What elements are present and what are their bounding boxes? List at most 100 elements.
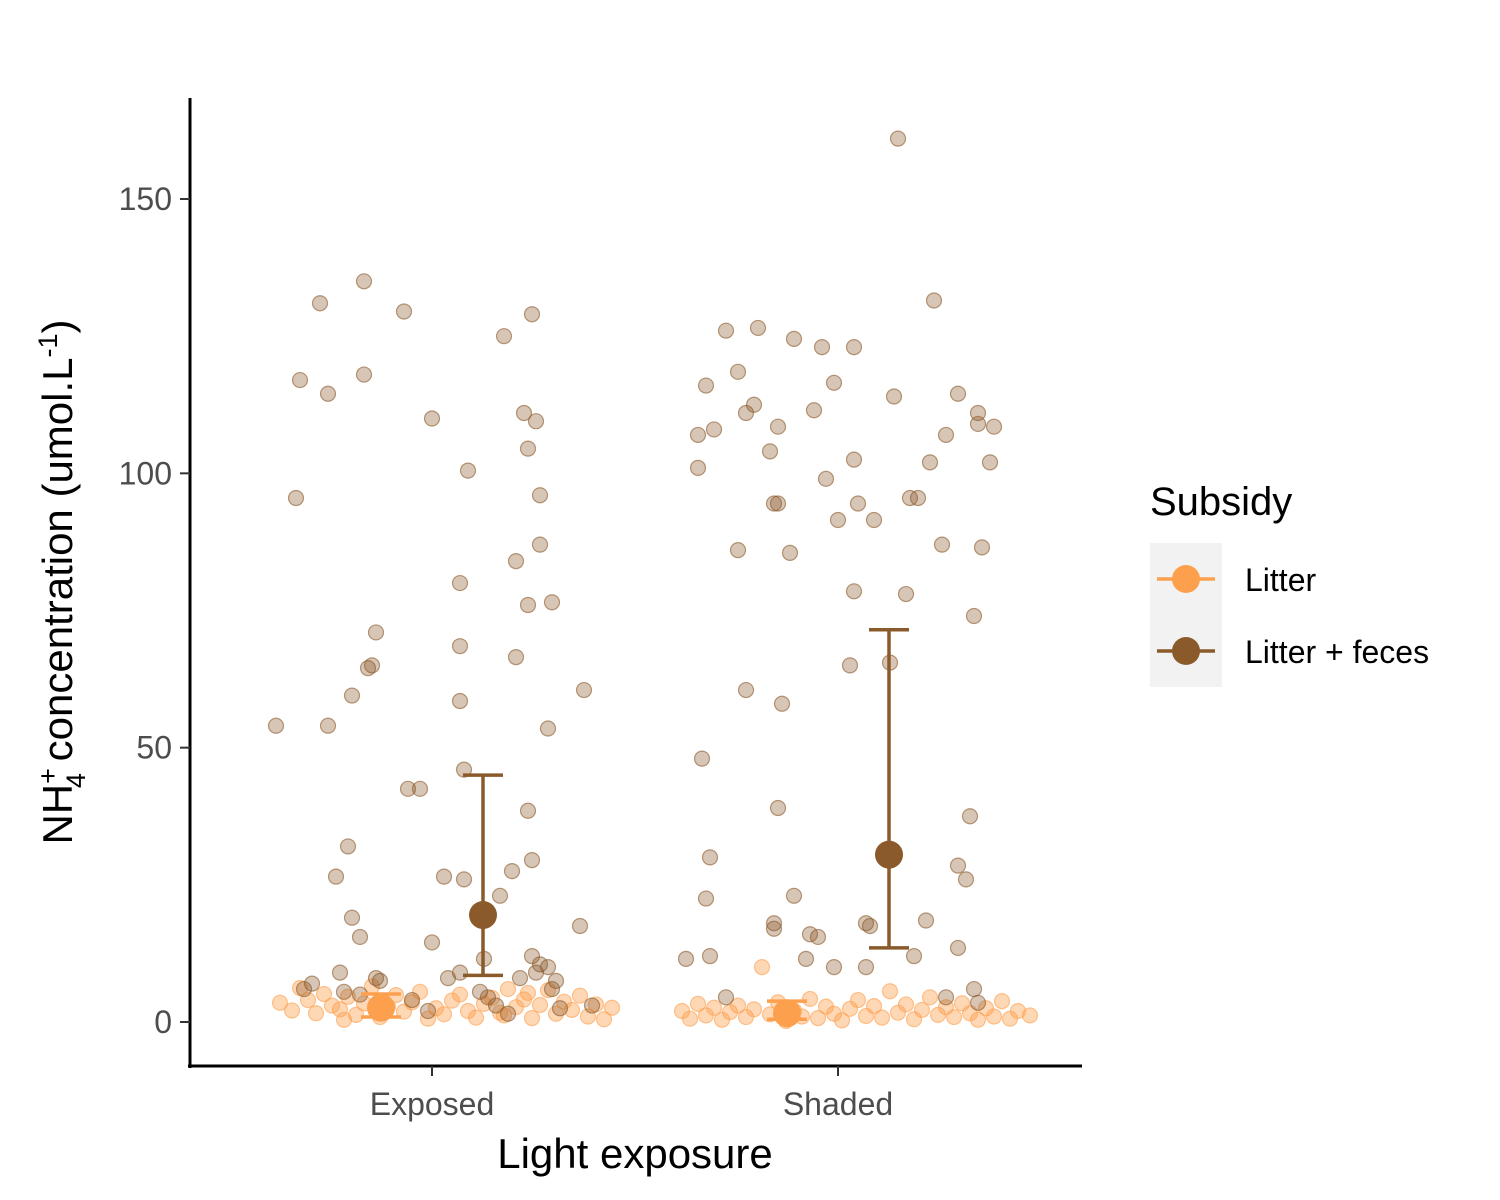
data-point — [753, 959, 771, 976]
data-point — [969, 1011, 987, 1028]
data-point — [459, 462, 477, 479]
data-point — [319, 717, 337, 734]
x-tick-label: Exposed — [370, 1086, 495, 1122]
mean-point — [773, 999, 801, 1028]
data-point — [949, 939, 967, 957]
data-point — [965, 980, 983, 998]
data-point — [343, 687, 361, 704]
data-point — [523, 1010, 541, 1027]
data-point — [797, 950, 815, 968]
data-point — [327, 868, 345, 885]
data-point — [563, 1001, 581, 1019]
data-point — [343, 909, 361, 926]
data-point — [551, 1000, 569, 1017]
data-point — [937, 989, 955, 1006]
data-point — [897, 585, 915, 603]
data-point — [1009, 1002, 1027, 1020]
data-point — [737, 681, 755, 699]
data-point — [311, 295, 329, 312]
data-point — [367, 624, 385, 641]
data-point — [873, 1009, 891, 1026]
data-point — [451, 692, 469, 710]
y-tick-label: 50 — [136, 730, 172, 766]
data-point — [849, 991, 867, 1009]
data-point — [965, 607, 983, 625]
data-point — [697, 377, 715, 394]
legend-item: Litter — [1157, 562, 1316, 598]
mean-point — [367, 993, 395, 1022]
data-point — [291, 371, 309, 389]
data-point — [729, 542, 747, 559]
data-point — [921, 454, 939, 471]
data-point — [993, 993, 1011, 1010]
data-point — [729, 363, 747, 380]
data-point — [363, 657, 381, 674]
legend-label: Litter — [1245, 562, 1316, 598]
data-point — [347, 1006, 365, 1023]
legend: Litter Litter + feces — [1150, 543, 1429, 687]
data-point — [689, 459, 707, 476]
legend-key-background — [1150, 543, 1222, 687]
data-point — [595, 1011, 613, 1028]
legend-item: Litter + feces — [1157, 634, 1429, 670]
data-point — [781, 544, 799, 561]
data-point — [701, 948, 719, 965]
data-point — [307, 1005, 325, 1022]
data-point — [371, 972, 389, 989]
data-point — [969, 415, 987, 433]
data-point — [985, 418, 1003, 435]
data-point — [717, 989, 735, 1006]
data-point — [403, 991, 421, 1009]
data-point — [845, 451, 863, 468]
data-point — [765, 495, 783, 512]
data-point — [717, 322, 735, 339]
data-point — [331, 964, 349, 981]
summary-layer — [361, 627, 909, 1028]
data-point — [749, 319, 767, 337]
y-ticks: 0 50 100 150 — [119, 181, 190, 1040]
data-point — [531, 487, 549, 504]
legend-key-point — [1172, 637, 1200, 665]
data-point — [471, 983, 489, 1000]
data-point — [785, 330, 803, 348]
data-point — [849, 495, 867, 512]
data-point — [543, 980, 561, 998]
data-point — [523, 306, 541, 323]
data-point — [507, 553, 525, 570]
data-point — [1021, 1007, 1039, 1024]
data-point — [881, 983, 899, 1000]
data-point — [451, 638, 469, 655]
data-point — [949, 857, 967, 874]
data-point — [523, 852, 541, 869]
points-layer — [267, 130, 1039, 1030]
data-point — [355, 273, 373, 290]
y-tick-label: 0 — [154, 1004, 172, 1040]
data-point — [813, 339, 831, 356]
data-point — [491, 887, 509, 904]
data-point — [825, 374, 843, 391]
data-point — [451, 986, 469, 1003]
data-point — [681, 1010, 699, 1027]
data-point — [841, 1000, 859, 1017]
data-point — [451, 964, 469, 981]
data-point — [583, 997, 601, 1014]
data-point — [547, 972, 565, 989]
data-point — [805, 402, 823, 419]
data-point — [543, 594, 561, 611]
data-point — [761, 443, 779, 460]
data-point — [949, 385, 967, 402]
data-point — [969, 404, 987, 422]
data-point — [519, 984, 537, 1002]
data-point — [323, 997, 341, 1014]
data-point — [677, 950, 695, 968]
data-point — [443, 992, 461, 1009]
data-point — [339, 838, 357, 855]
data-point — [937, 426, 955, 444]
data-point — [267, 717, 285, 734]
x-ticks: Exposed Shaded — [370, 1066, 893, 1122]
data-point — [917, 912, 935, 929]
y-tick-label: 100 — [119, 455, 172, 491]
data-point — [511, 970, 529, 987]
data-point — [765, 920, 783, 937]
